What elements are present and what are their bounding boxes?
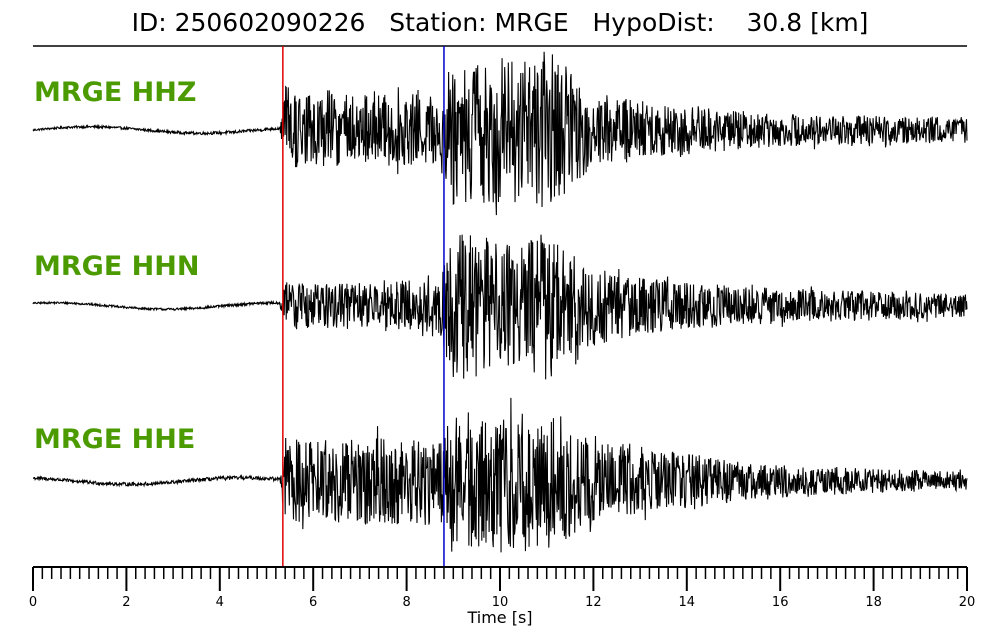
waveform-trace xyxy=(32,234,968,380)
x-tick-label: 4 xyxy=(216,595,224,610)
waveform-trace xyxy=(32,51,968,216)
picks-group xyxy=(282,46,445,567)
trace-label: MRGE HHN xyxy=(34,251,199,282)
x-tick-label: 18 xyxy=(865,595,882,610)
trace-label: MRGE HHE xyxy=(34,424,195,455)
x-axis-label: Time [s] xyxy=(466,608,532,627)
x-tick-label: 14 xyxy=(679,595,696,610)
x-tick-label: 16 xyxy=(772,595,789,610)
x-axis: 0 2 4 6 8 10 12 14 16 18 20 xyxy=(29,566,976,610)
traces-group xyxy=(32,51,968,553)
chart-title: ID: 250602090226 Station: MRGE HypoDist:… xyxy=(131,8,869,37)
x-tick-label: 10 xyxy=(492,595,509,610)
x-tick-label: 8 xyxy=(402,595,410,610)
trace-labels-group: MRGE HHZ MRGE HHN MRGE HHE xyxy=(34,77,199,455)
x-tick-label: 12 xyxy=(585,595,602,610)
trace-label: MRGE HHZ xyxy=(34,77,196,108)
x-tick-label: 20 xyxy=(959,595,976,610)
waveform-trace xyxy=(32,397,968,553)
x-tick-label: 0 xyxy=(29,595,37,610)
x-tick-label: 2 xyxy=(122,595,130,610)
x-tick-label: 6 xyxy=(309,595,317,610)
